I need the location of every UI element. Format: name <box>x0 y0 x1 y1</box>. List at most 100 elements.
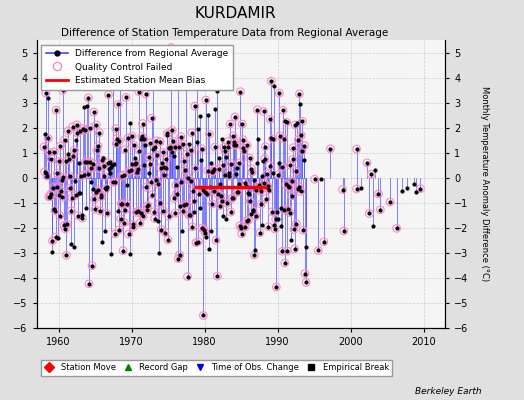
Point <box>147 115 156 122</box>
Point <box>180 158 189 165</box>
Point <box>156 139 165 145</box>
Point <box>68 195 76 201</box>
Point <box>247 165 256 172</box>
Point <box>205 131 214 138</box>
Point <box>374 191 383 197</box>
Point <box>298 148 306 154</box>
Point <box>149 54 157 60</box>
Point <box>272 284 280 290</box>
Point <box>96 192 105 198</box>
Point <box>170 144 179 150</box>
Point <box>90 196 99 202</box>
Point <box>277 222 286 229</box>
Point <box>85 281 93 287</box>
Point <box>298 118 307 124</box>
Point <box>134 165 142 172</box>
Point <box>60 136 69 143</box>
Point <box>78 215 86 221</box>
Point <box>177 179 185 185</box>
Point <box>165 213 173 220</box>
Point <box>238 121 246 127</box>
Point <box>250 252 259 258</box>
Point <box>106 170 114 176</box>
Point <box>392 225 401 232</box>
Point <box>70 147 79 153</box>
Point <box>146 160 154 167</box>
Point <box>128 133 136 140</box>
Point <box>130 142 138 148</box>
Point <box>256 230 264 236</box>
Point <box>107 250 115 257</box>
Point <box>60 136 69 143</box>
Point <box>280 207 288 213</box>
Point <box>150 215 159 222</box>
Point <box>62 252 71 258</box>
Point <box>244 190 252 196</box>
Point <box>210 166 219 172</box>
Point <box>135 148 144 154</box>
Point <box>158 149 167 156</box>
Point <box>135 88 143 95</box>
Point <box>171 210 180 216</box>
Point <box>214 191 222 197</box>
Point <box>78 215 86 221</box>
Point <box>186 212 194 218</box>
Point <box>46 194 54 200</box>
Point <box>94 165 103 172</box>
Point <box>292 220 301 227</box>
Point <box>267 78 276 84</box>
Point <box>88 262 96 269</box>
Point <box>268 136 277 142</box>
Point <box>208 201 216 207</box>
Point <box>261 144 269 150</box>
Point <box>260 156 269 162</box>
Point <box>139 213 147 220</box>
Point <box>222 154 230 160</box>
Point <box>206 228 215 234</box>
Text: KURDAMIR: KURDAMIR <box>195 6 277 21</box>
Point <box>248 169 256 176</box>
Point <box>92 188 100 195</box>
Point <box>212 237 220 244</box>
Point <box>158 149 167 156</box>
Point <box>285 184 293 190</box>
Point <box>181 201 190 208</box>
Point <box>184 175 192 181</box>
Point <box>128 221 137 228</box>
Point <box>53 170 61 176</box>
Point <box>52 107 60 113</box>
Point <box>123 200 131 207</box>
Point <box>230 139 238 145</box>
Point <box>191 165 200 172</box>
Point <box>243 142 252 148</box>
Point <box>160 163 168 170</box>
Point <box>254 135 262 142</box>
Point <box>102 210 111 216</box>
Point <box>202 97 210 103</box>
Point <box>75 160 83 166</box>
Point <box>163 130 172 137</box>
Point <box>167 44 176 51</box>
Point <box>184 212 193 218</box>
Point <box>189 187 197 194</box>
Point <box>279 107 287 114</box>
Y-axis label: Monthly Temperature Anomaly Difference (°C): Monthly Temperature Anomaly Difference (… <box>480 86 489 282</box>
Point <box>107 164 116 171</box>
Point <box>279 135 288 142</box>
Point <box>278 248 287 254</box>
Point <box>174 256 182 262</box>
Point <box>248 207 257 213</box>
Point <box>191 165 200 172</box>
Point <box>237 225 245 231</box>
Point <box>217 193 225 199</box>
Point <box>221 172 229 178</box>
Point <box>198 145 206 152</box>
Point <box>111 231 119 237</box>
Point <box>68 124 77 130</box>
Point <box>278 164 286 170</box>
Point <box>166 145 174 151</box>
Point <box>194 238 203 245</box>
Point <box>90 109 98 115</box>
Point <box>266 162 274 169</box>
Point <box>302 279 310 286</box>
